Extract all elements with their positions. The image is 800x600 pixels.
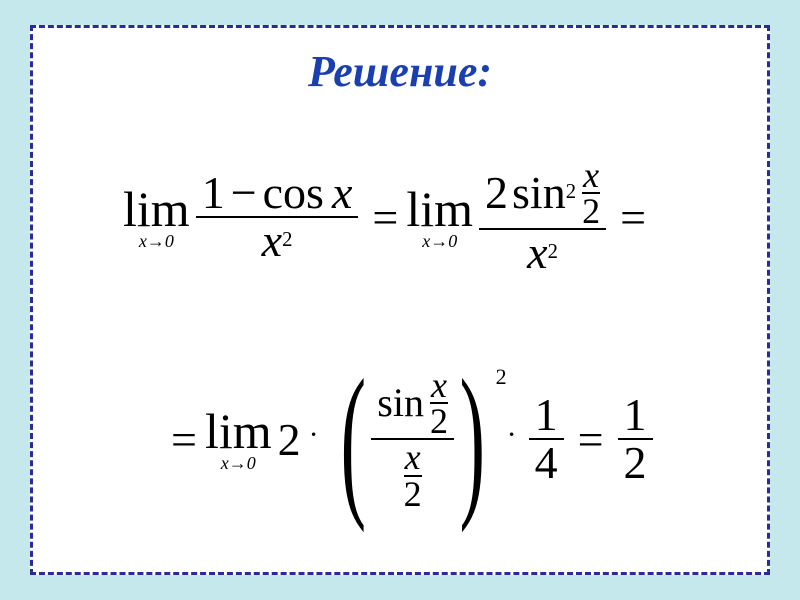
equation-line-1: lim x→0 1 − cos x x2 = [123,158,654,276]
page-title: Решение: [33,46,767,97]
frac-2-num: 2 sin2 x 2 [479,158,606,228]
page-background: Решение: lim x→0 1 − cos x [0,0,800,600]
cdot-2: · [507,418,517,452]
frac-half: 1 2 [618,392,653,486]
frac-quarter: 1 4 [529,392,564,486]
equation-line-2: = lim x→0 2 · ( sin x [163,368,659,511]
frac-3-den: x 2 [398,440,428,510]
rparen: ) [460,378,485,500]
x-over-2-a: x 2 [582,158,600,228]
frac-1-den: x2 [256,218,299,264]
equals-4: = [578,413,604,466]
x-over-2-c: x 2 [404,440,422,510]
frac-3-num: sin x 2 [371,368,454,438]
equals-3: = [171,413,197,466]
content-frame: Решение: lim x→0 1 − cos x [30,25,770,575]
lparen: ( [340,378,365,500]
frac-1-num: 1 − cos x [196,170,359,216]
coeff-2: 2 [278,413,301,466]
x-over-2-b: x 2 [430,368,448,438]
frac-3: sin x 2 x 2 [371,368,454,511]
equals-2: = [620,191,646,244]
limit-3: lim x→0 [205,406,272,472]
cdot-1: · [309,418,319,452]
limit-2: lim x→0 [406,184,473,250]
frac-2: 2 sin2 x 2 x2 [479,158,606,276]
lim-text: lim [123,184,190,234]
paren-group: ( sin x 2 x [325,368,501,511]
paren-exp: 2 [496,364,507,390]
frac-2-den: x2 [521,230,564,276]
frac-1: 1 − cos x x2 [196,170,359,264]
lim-sub: x→0 [139,232,174,250]
limit-1: lim x→0 [123,184,190,250]
equals-1: = [372,191,398,244]
